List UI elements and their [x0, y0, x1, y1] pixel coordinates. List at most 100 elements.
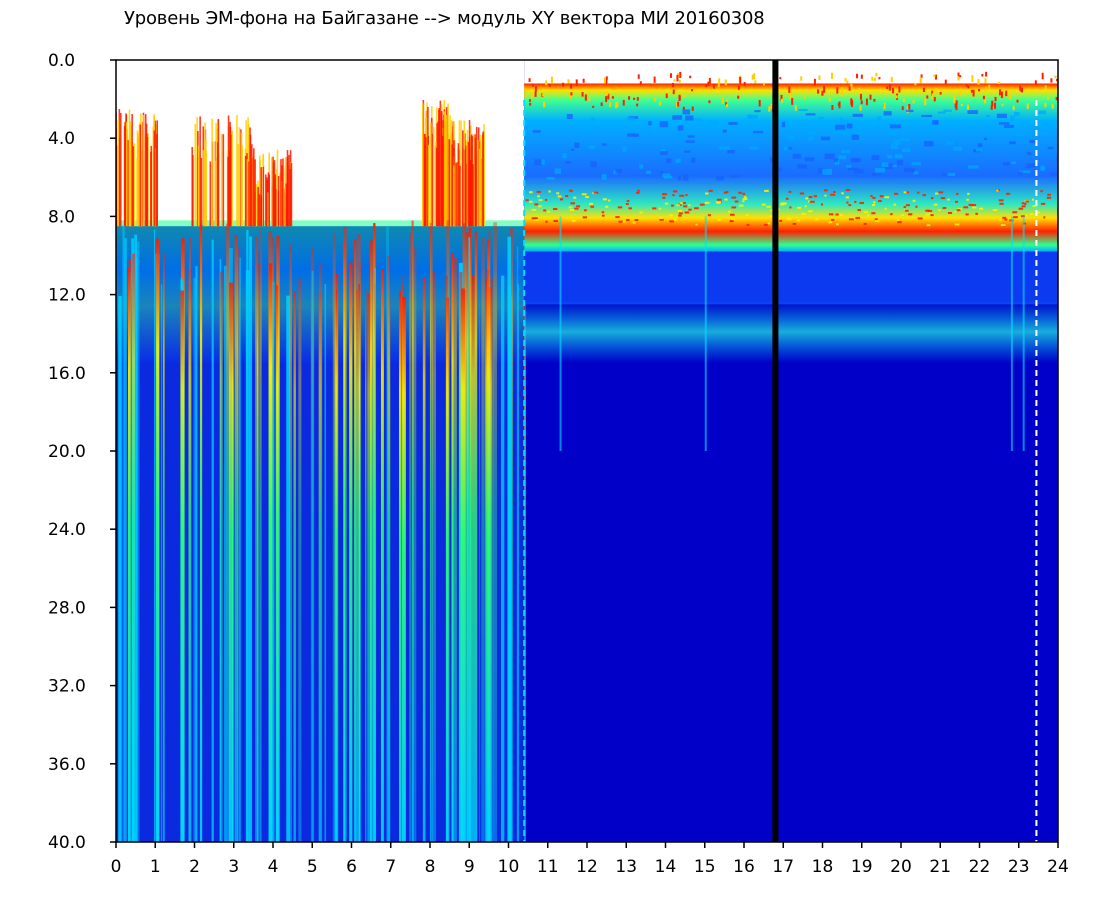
activity-speck — [926, 95, 929, 99]
activity-speck — [565, 194, 569, 197]
activity-speck — [636, 103, 639, 107]
activity-speck — [1019, 85, 1022, 91]
activity-speck — [727, 150, 735, 154]
activity-speck — [707, 214, 712, 217]
activity-speck — [536, 190, 542, 193]
activity-streak — [195, 266, 198, 842]
activity-speck — [590, 205, 595, 208]
activity-speck — [685, 115, 694, 121]
activity-speck — [737, 85, 740, 90]
activity-speck — [792, 222, 797, 225]
activity-speck — [534, 203, 539, 206]
activity-streak — [411, 220, 414, 842]
activity-streak — [358, 283, 361, 842]
activity-speck — [665, 93, 668, 99]
activity-speck — [954, 223, 960, 226]
activity-speck — [726, 103, 729, 108]
activity-streak — [453, 257, 457, 842]
activity-streak — [188, 269, 191, 842]
activity-speck — [903, 98, 906, 103]
activity-speck — [1043, 216, 1046, 219]
activity-speck — [804, 205, 807, 208]
activity-speck — [565, 160, 572, 164]
activity-speck — [959, 89, 962, 97]
activity-speck — [873, 201, 876, 204]
activity-speck — [891, 143, 898, 149]
activity-speck — [672, 115, 683, 120]
activity-speck — [931, 90, 934, 96]
activity-speck — [915, 205, 918, 208]
activity-speck — [666, 158, 672, 163]
activity-speck — [1004, 124, 1014, 128]
activity-speck — [911, 162, 921, 166]
activity-speck — [898, 86, 901, 93]
activity-speck — [742, 198, 748, 201]
activity-speck — [637, 189, 640, 192]
activity-speck — [804, 157, 815, 162]
activity-speck — [884, 207, 887, 210]
activity-speck — [684, 150, 691, 153]
activity-speck — [938, 191, 944, 194]
activity-speck — [688, 208, 692, 211]
activity-speck — [835, 213, 839, 216]
activity-speck — [660, 171, 664, 175]
activity-streak — [124, 237, 127, 842]
activity-speck — [1012, 211, 1018, 214]
x-tick-label: 10 — [498, 857, 520, 877]
activity-speck — [999, 218, 1002, 221]
activity-speck — [1044, 85, 1047, 91]
activity-speck — [985, 114, 990, 118]
activity-speck — [752, 130, 764, 134]
activity-speck — [991, 100, 994, 106]
activity-speck — [797, 164, 808, 169]
activity-streak — [354, 239, 357, 842]
activity-streak — [380, 269, 384, 842]
activity-speck — [978, 207, 984, 210]
x-tick-label: 7 — [385, 857, 396, 877]
x-tick-label: 19 — [851, 857, 873, 877]
activity-speck — [815, 218, 819, 221]
activity-speck — [905, 204, 910, 207]
activity-speck — [622, 146, 627, 153]
activity-streak — [135, 256, 138, 842]
activity-speck — [746, 223, 750, 226]
activity-streak — [465, 232, 470, 842]
activity-speck — [818, 168, 826, 174]
activity-speck — [704, 201, 710, 204]
activity-speck — [920, 74, 923, 79]
activity-streak — [220, 271, 223, 842]
activity-streak — [160, 284, 163, 842]
activity-speck — [1050, 78, 1053, 83]
activity-speck — [785, 197, 789, 200]
activity-speck — [542, 93, 545, 97]
activity-speck — [633, 97, 636, 100]
activity-speck — [789, 93, 792, 101]
activity-speck — [1000, 91, 1003, 99]
activity-speck — [838, 101, 841, 109]
activity-speck — [833, 190, 836, 193]
activity-streak — [236, 247, 240, 842]
activity-streak — [193, 277, 197, 842]
activity-speck — [917, 217, 923, 220]
mid-band-right — [524, 251, 1058, 305]
activity-speck — [694, 207, 699, 210]
activity-speck — [873, 77, 876, 81]
activity-streak — [387, 256, 390, 842]
activity-speck — [787, 134, 795, 140]
activity-speck — [676, 101, 679, 108]
activity-speck — [975, 212, 978, 215]
activity-speck — [850, 100, 853, 107]
activity-speck — [529, 200, 533, 203]
activity-streak — [276, 236, 280, 842]
activity-speck — [883, 102, 886, 110]
activity-speck — [712, 84, 715, 89]
activity-speck — [937, 209, 941, 212]
activity-streak — [429, 226, 433, 842]
activity-speck — [672, 194, 675, 197]
activity-speck — [589, 202, 594, 205]
activity-speck — [978, 143, 983, 147]
activity-speck — [556, 192, 560, 195]
activity-speck — [836, 87, 839, 94]
activity-speck — [742, 200, 745, 203]
activity-speck — [716, 176, 724, 181]
